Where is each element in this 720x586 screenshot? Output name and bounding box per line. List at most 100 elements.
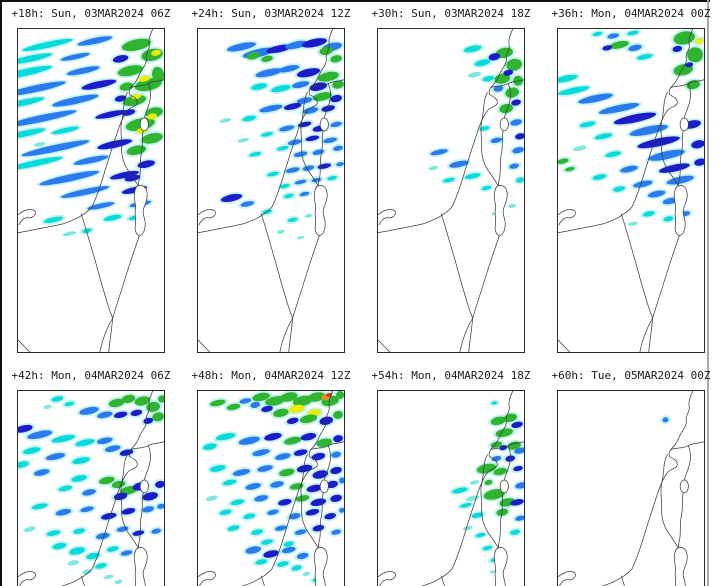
precip-echo — [60, 186, 110, 198]
map-frame — [197, 28, 345, 353]
precip-echo — [245, 546, 261, 554]
precip-echo — [261, 55, 273, 62]
panel-title: +36h: Mon, 04MAR2024 00Z — [551, 7, 711, 20]
precip-echo — [613, 112, 657, 125]
precipitation-map — [18, 29, 164, 352]
precip-echo — [238, 436, 260, 445]
precip-echo — [483, 488, 506, 500]
precip-echo — [250, 401, 261, 409]
precip-echo — [75, 439, 95, 447]
precip-echo — [511, 99, 521, 106]
precip-echo — [252, 392, 270, 402]
forecast-panel: +36h: Mon, 04MAR2024 00Z — [552, 7, 710, 353]
precip-echo — [330, 55, 342, 63]
precip-echo — [629, 124, 669, 137]
panel-title: +30h: Sun, 03MAR2024 18Z — [371, 7, 531, 20]
precip-echo — [110, 170, 140, 180]
precip-echo — [330, 466, 342, 475]
panel-title: +48h: Mon, 04MAR2024 12Z — [191, 369, 351, 382]
precip-echo — [24, 526, 36, 532]
precip-echo — [292, 395, 313, 407]
precip-echo — [55, 508, 72, 516]
precip-echo — [267, 509, 279, 515]
precip-echo — [113, 411, 128, 419]
precip-echo — [627, 30, 639, 36]
panel-title: +54h: Mon, 04MAR2024 18Z — [371, 369, 531, 382]
precip-echo — [293, 151, 308, 158]
precip-echo — [120, 550, 133, 556]
precip-echo — [242, 115, 257, 122]
precip-echo — [464, 173, 481, 180]
precip-echo — [97, 437, 113, 445]
precip-echo — [452, 487, 468, 494]
precip-echo — [252, 449, 270, 457]
precip-echo — [302, 571, 311, 576]
precip-echo — [255, 559, 267, 565]
precip-echo — [307, 392, 326, 402]
precip-echo — [275, 453, 291, 460]
precip-echo — [141, 132, 163, 144]
precip-echo — [323, 137, 337, 144]
precip-echo — [482, 545, 493, 551]
precip-echo — [227, 525, 240, 531]
precip-echo — [331, 529, 341, 535]
precip-echo — [131, 93, 142, 100]
precip-echo — [73, 155, 109, 165]
precip-echo — [326, 480, 338, 489]
precip-echo — [280, 392, 298, 402]
precip-echo — [476, 463, 497, 474]
precip-echo — [60, 52, 90, 61]
precip-echo — [592, 31, 603, 37]
map-frame — [557, 390, 705, 586]
precip-echo — [112, 55, 129, 63]
precip-echo — [18, 97, 45, 108]
precip-echo — [39, 170, 100, 186]
precip-echo — [642, 211, 655, 217]
precip-echo — [330, 94, 342, 103]
precip-echo — [138, 75, 151, 82]
precip-echo — [482, 75, 495, 82]
precip-echo — [147, 113, 158, 120]
precip-echo — [82, 489, 96, 496]
forecast-panel: +48h: Mon, 04MAR2024 12Z — [192, 369, 350, 586]
precip-echo — [71, 475, 87, 482]
precip-echo — [22, 38, 73, 52]
precip-echo — [602, 45, 613, 51]
image-left-border — [0, 0, 2, 586]
precip-echo — [508, 203, 517, 209]
precip-echo — [51, 126, 79, 135]
precip-echo — [58, 485, 73, 492]
forecast-panel: +60h: Tue, 05MAR2024 00Z — [552, 369, 710, 586]
precip-echo — [598, 102, 640, 115]
precip-echo — [209, 399, 226, 407]
precip-echo — [306, 484, 323, 493]
precip-echo — [130, 409, 143, 417]
precip-echo — [594, 133, 613, 140]
precip-echo — [491, 455, 502, 462]
precip-echo — [66, 66, 100, 76]
precip-echo — [27, 430, 53, 440]
echo-cores — [219, 38, 344, 240]
precip-echo — [578, 93, 613, 104]
precip-echo — [205, 495, 218, 502]
echo-cores — [662, 417, 669, 423]
precip-echo — [332, 80, 344, 89]
precip-echo — [330, 494, 342, 502]
precip-echo — [82, 569, 92, 575]
precip-echo — [312, 470, 329, 479]
precip-echo — [276, 229, 285, 234]
precip-echo — [503, 69, 514, 76]
precip-echo — [117, 65, 144, 77]
precip-echo — [278, 65, 300, 73]
precip-echo — [77, 36, 113, 46]
precip-echo — [673, 31, 695, 45]
precip-echo — [295, 495, 310, 502]
precip-echo — [232, 469, 251, 476]
precip-echo — [62, 231, 77, 237]
precip-echo — [18, 65, 52, 80]
precip-echo — [475, 532, 486, 538]
precip-echo — [220, 193, 243, 203]
precip-echo — [319, 46, 334, 56]
precip-echo — [430, 149, 448, 156]
